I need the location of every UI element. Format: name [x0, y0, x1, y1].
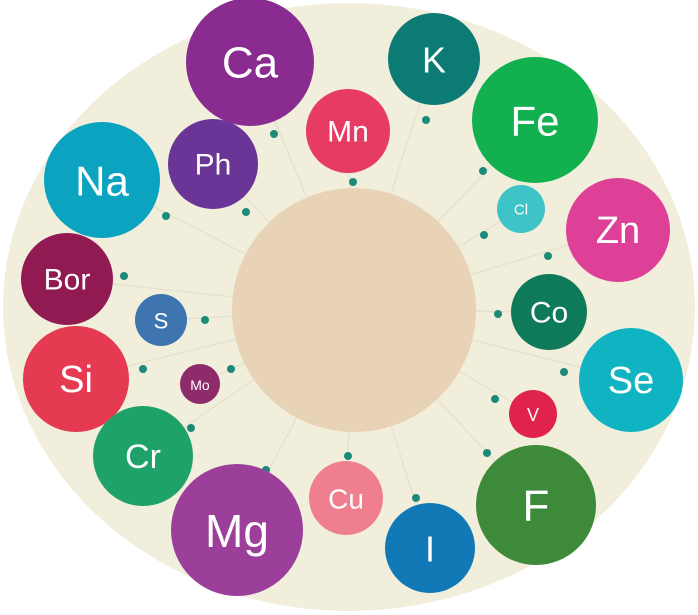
element-v: V — [509, 390, 557, 438]
element-label-s: S — [154, 309, 169, 334]
element-i: I — [385, 503, 475, 593]
element-f: F — [476, 445, 596, 565]
element-bubble-cl — [497, 185, 545, 233]
element-bubble-mo — [180, 364, 220, 404]
element-bubble-na — [44, 122, 160, 238]
element-label-cu: Cu — [328, 484, 364, 515]
center-circle — [232, 188, 476, 432]
connector-dot-mo — [227, 365, 235, 373]
element-bubble-cu — [309, 461, 383, 535]
element-bubble-i — [385, 503, 475, 593]
connector-dot-zn — [544, 252, 552, 260]
element-label-k: K — [422, 40, 446, 81]
element-bor: Bor — [21, 233, 113, 325]
element-cl: Cl — [497, 185, 545, 233]
element-bubble-s — [135, 294, 187, 346]
element-mo: Mo — [180, 364, 220, 404]
element-label-f: F — [523, 482, 550, 531]
element-zn: Zn — [566, 178, 670, 282]
element-label-se: Se — [608, 360, 654, 402]
element-bubble-zn — [566, 178, 670, 282]
element-label-v: V — [527, 405, 539, 425]
connector-dot-cl — [480, 231, 488, 239]
element-bubble-si — [23, 326, 129, 432]
element-bubble-f — [476, 445, 596, 565]
element-bubbles: Ca K Mn Fe Ph Na Cl Zn Bor Co S Se Si Mo V Cr F Cu Mg I — [21, 0, 683, 596]
element-s: S — [135, 294, 187, 346]
connector-dot-ph — [242, 208, 250, 216]
element-bubble-k — [388, 13, 480, 105]
connector-dot-v — [491, 395, 499, 403]
element-label-cr: Cr — [125, 438, 161, 476]
connector-dot-i — [412, 494, 420, 502]
connector-dot-si — [139, 365, 147, 373]
element-label-bor: Bor — [44, 264, 91, 297]
connector-dot-co — [494, 310, 502, 318]
element-mn: Mn — [306, 89, 390, 173]
element-cr: Cr — [93, 406, 193, 506]
element-si: Si — [23, 326, 129, 432]
element-na: Na — [44, 122, 160, 238]
element-k: K — [388, 13, 480, 105]
element-label-cl: Cl — [514, 202, 528, 219]
connector-dot-mn — [349, 178, 357, 186]
element-bubble-mg — [171, 464, 303, 596]
element-bubble-ca — [186, 0, 314, 126]
element-bubble-v — [509, 390, 557, 438]
element-bubble-cr — [93, 406, 193, 506]
connector-dot-fe — [479, 167, 487, 175]
element-label-co: Co — [530, 297, 568, 330]
element-label-mg: Mg — [205, 505, 269, 557]
element-co: Co — [511, 274, 587, 350]
connector-dot-na — [162, 212, 170, 220]
element-bubble-co — [511, 274, 587, 350]
element-cu: Cu — [309, 461, 383, 535]
connector-dot-s — [201, 316, 209, 324]
element-label-mo: Mo — [190, 377, 210, 393]
element-label-si: Si — [59, 359, 93, 401]
element-label-ca: Ca — [222, 39, 279, 88]
element-bubble-fe — [472, 57, 598, 183]
connector-dot-ca — [270, 130, 278, 138]
element-bubble-mn — [306, 89, 390, 173]
element-fe: Fe — [472, 57, 598, 183]
connector-dot-bor — [120, 272, 128, 280]
element-bubble-bor — [21, 233, 113, 325]
element-label-na: Na — [75, 158, 129, 205]
element-ph: Ph — [168, 119, 258, 209]
connector-dot-f — [483, 449, 491, 457]
element-label-i: I — [425, 529, 435, 570]
element-label-mn: Mn — [327, 116, 369, 149]
connector-dots — [120, 116, 568, 502]
element-mg: Mg — [171, 464, 303, 596]
connector-dot-k — [422, 116, 430, 124]
connector-dot-cr — [187, 424, 195, 432]
element-ca: Ca — [186, 0, 314, 126]
element-bubble-se — [579, 328, 683, 432]
element-se: Se — [579, 328, 683, 432]
element-bubble-ph — [168, 119, 258, 209]
element-label-ph: Ph — [195, 149, 232, 182]
element-label-zn: Zn — [596, 210, 640, 252]
connector-dot-se — [560, 368, 568, 376]
connector-dot-cu — [344, 452, 352, 460]
element-label-fe: Fe — [510, 98, 559, 145]
